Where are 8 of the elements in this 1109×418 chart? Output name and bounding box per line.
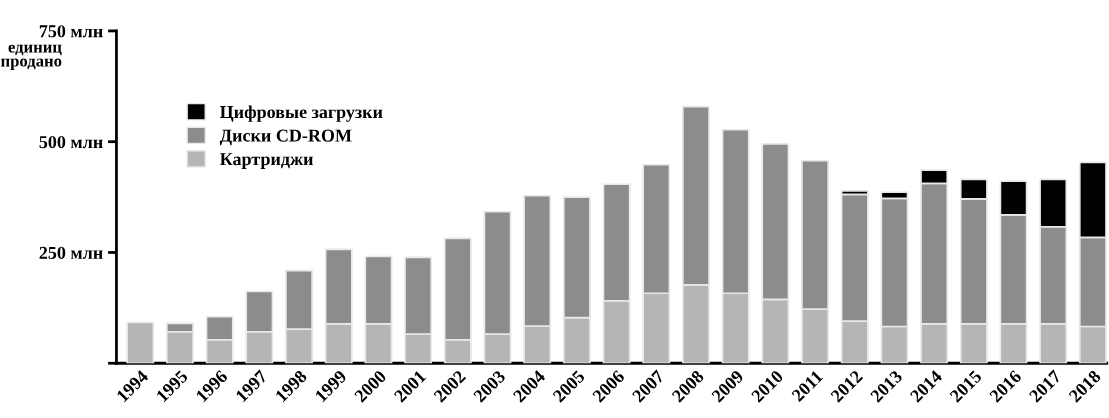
y-tick-label: 250 млн — [39, 246, 103, 259]
y-axis-title: единиц продано — [0, 44, 62, 70]
bar — [126, 321, 155, 364]
y-tick-label: 750 млн — [39, 25, 103, 38]
legend-label: Диски CD-ROM — [219, 129, 352, 146]
legend-label: Цифровые загрузки — [220, 105, 383, 122]
y-tick-label: 500 млн — [39, 135, 103, 149]
legend-label: Картриджи — [219, 153, 314, 169]
